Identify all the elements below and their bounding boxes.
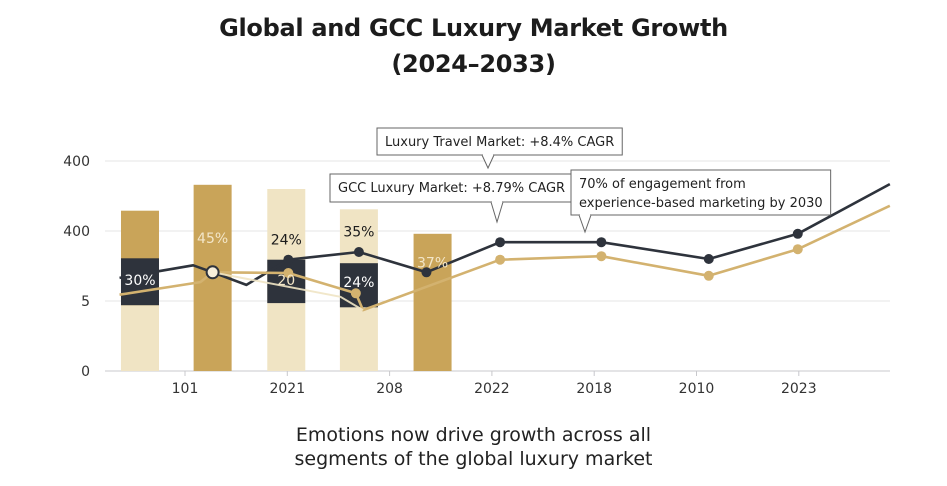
bar	[413, 233, 452, 371]
annotation-box	[329, 173, 574, 203]
annotation-text: Luxury Travel Market: +8.4% CAGR	[385, 135, 614, 150]
x-tick-label: 2010	[679, 381, 715, 397]
annotation-text: 70% of engagement from	[579, 177, 746, 192]
annotation-pointer	[481, 154, 495, 170]
data-point	[353, 247, 364, 257]
y-tick-label: 5	[81, 294, 90, 310]
x-tick-label: 2022	[474, 381, 510, 397]
data-point	[596, 237, 607, 248]
annotation-pointer	[578, 214, 592, 234]
x-tick-label: 208	[376, 381, 403, 397]
data-point-hollow	[205, 265, 220, 280]
data-point	[283, 254, 294, 265]
data-point	[495, 254, 506, 265]
bar-label: 45%	[197, 231, 228, 247]
data-point	[703, 270, 714, 281]
bar-label: 20	[277, 273, 295, 289]
annotation-text: experience-based marketing by 2030	[579, 196, 823, 211]
x-tick-label: 2018	[576, 381, 612, 397]
bar-above-label: 24%	[271, 232, 302, 248]
bar-above-label: 35%	[343, 225, 374, 241]
x-tick-label: 101	[172, 381, 199, 397]
bar-label: 37%	[417, 256, 448, 272]
data-point	[350, 288, 361, 299]
caption-line2: segments of the global luxury market	[294, 448, 653, 470]
annotation-pointer	[490, 201, 504, 224]
annotation-box	[376, 127, 623, 156]
bar-base-segment	[120, 305, 159, 371]
annotation-callout: 70% of engagement from experience-based m…	[570, 169, 832, 234]
annotation-box	[570, 169, 832, 216]
data-point	[792, 228, 803, 239]
bar-label: 24%	[343, 275, 374, 291]
data-point	[283, 268, 294, 278]
data-point	[421, 267, 432, 278]
annotation-callout: Luxury Travel Market: +8.4% CAGR	[376, 127, 623, 170]
x-tick-label: 2023	[781, 381, 817, 397]
data-point	[703, 254, 714, 264]
data-point	[596, 251, 607, 262]
annotation-text: GCC Luxury Market: +8.79% CAGR	[338, 181, 565, 196]
annotation-callout: GCC Luxury Market: +8.79% CAGR	[329, 173, 574, 224]
bar-label: 30%	[124, 273, 155, 289]
y-tick-label: 400	[63, 154, 90, 170]
chart-title-line1: Global and GCC Luxury Market Growth	[219, 14, 728, 42]
data-point	[792, 244, 803, 255]
data-point	[495, 237, 506, 248]
bar-dark-segment	[267, 259, 306, 304]
caption-line1: Emotions now drive growth across all	[295, 424, 652, 446]
chart-title-line2: (2024–2033)	[391, 50, 556, 78]
x-tick-label: 2021	[269, 381, 305, 397]
bar-dark-segment	[120, 258, 159, 306]
y-tick-label: 0	[81, 364, 90, 380]
y-tick-label: 400	[63, 224, 90, 240]
series-line	[212, 271, 364, 311]
